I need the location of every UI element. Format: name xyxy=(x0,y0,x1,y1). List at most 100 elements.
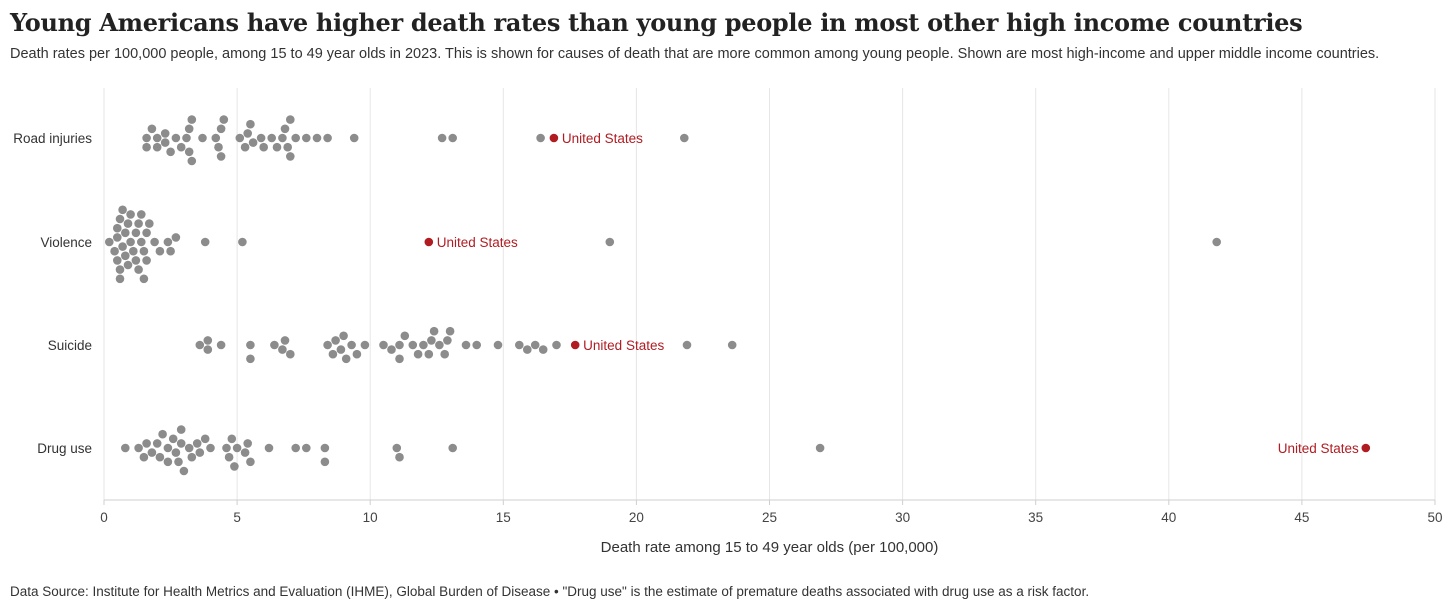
data-point-road-injuries-32[interactable] xyxy=(283,142,293,152)
data-point-suicide-18[interactable] xyxy=(360,340,370,350)
data-point-violence-33[interactable] xyxy=(200,237,210,247)
data-point-violence-11[interactable] xyxy=(121,251,130,261)
data-point-suicide-40[interactable] xyxy=(538,345,548,354)
data-point-road-injuries-11[interactable] xyxy=(184,124,194,134)
data-point-suicide-24[interactable] xyxy=(408,340,418,350)
data-point-violence-24[interactable] xyxy=(139,274,149,284)
data-point-drug-use-11[interactable] xyxy=(171,448,181,457)
data-point-road-injuries-38[interactable] xyxy=(323,133,332,143)
data-point-suicide-4[interactable] xyxy=(246,340,255,350)
data-point-road-injuries-1[interactable] xyxy=(142,142,151,152)
data-point-road-injuries-31[interactable] xyxy=(280,124,290,134)
data-point-road-injuries-18[interactable] xyxy=(216,124,226,134)
data-point-suicide-27[interactable] xyxy=(424,349,434,359)
data-point-suicide-12[interactable] xyxy=(331,336,340,345)
data-point-road-injuries-39[interactable] xyxy=(349,133,359,143)
data-point-violence-36[interactable] xyxy=(1212,237,1221,247)
data-point-road-injuries-30[interactable] xyxy=(278,133,287,143)
data-point-road-injuries-26[interactable] xyxy=(256,133,266,143)
data-point-violence-7[interactable] xyxy=(115,274,125,284)
data-point-drug-use-19[interactable] xyxy=(195,448,205,457)
data-point-drug-use-26[interactable] xyxy=(232,443,242,453)
data-point-suicide-22[interactable] xyxy=(395,354,404,364)
data-point-violence-27[interactable] xyxy=(145,219,154,228)
data-point-violence-3[interactable] xyxy=(113,223,122,233)
data-point-suicide-17[interactable] xyxy=(352,349,362,359)
data-point-road-injuries-43[interactable] xyxy=(680,133,689,143)
data-point-drug-use-31[interactable] xyxy=(291,443,301,453)
data-point-drug-use-12[interactable] xyxy=(174,457,183,467)
data-point-road-injuries-41[interactable] xyxy=(448,133,458,143)
data-point-suicide-23[interactable] xyxy=(400,331,410,341)
data-point-road-injuries-17[interactable] xyxy=(214,142,223,152)
highlight-point-road-injuries[interactable] xyxy=(549,133,559,143)
data-point-suicide-25[interactable] xyxy=(413,349,423,359)
data-point-suicide-43[interactable] xyxy=(727,340,737,350)
data-point-suicide-35[interactable] xyxy=(472,340,482,350)
data-point-suicide-0[interactable] xyxy=(195,340,205,350)
data-point-road-injuries-16[interactable] xyxy=(211,133,221,143)
data-point-suicide-13[interactable] xyxy=(336,345,346,354)
data-point-drug-use-8[interactable] xyxy=(163,443,173,453)
data-point-drug-use-15[interactable] xyxy=(179,466,189,476)
data-point-suicide-39[interactable] xyxy=(530,340,540,350)
data-point-drug-use-36[interactable] xyxy=(395,452,404,462)
data-point-suicide-10[interactable] xyxy=(323,340,332,350)
data-point-suicide-38[interactable] xyxy=(523,345,532,354)
highlight-point-violence[interactable] xyxy=(424,237,434,247)
data-point-road-injuries-14[interactable] xyxy=(187,156,197,166)
data-point-violence-22[interactable] xyxy=(137,210,146,219)
data-point-violence-15[interactable] xyxy=(126,210,135,219)
data-point-drug-use-27[interactable] xyxy=(240,448,250,457)
data-point-suicide-5[interactable] xyxy=(246,354,255,364)
data-point-drug-use-25[interactable] xyxy=(230,462,239,471)
data-point-drug-use-28[interactable] xyxy=(243,439,252,448)
data-point-violence-4[interactable] xyxy=(113,256,122,265)
data-point-road-injuries-22[interactable] xyxy=(240,142,250,152)
data-point-suicide-9[interactable] xyxy=(286,349,295,359)
data-point-violence-35[interactable] xyxy=(605,237,615,247)
data-point-violence-13[interactable] xyxy=(123,260,133,270)
data-point-drug-use-32[interactable] xyxy=(302,443,311,453)
data-point-suicide-14[interactable] xyxy=(339,331,348,341)
data-point-road-injuries-33[interactable] xyxy=(286,152,295,161)
data-point-drug-use-5[interactable] xyxy=(152,439,162,448)
data-point-drug-use-13[interactable] xyxy=(176,439,186,448)
data-point-suicide-21[interactable] xyxy=(395,340,404,350)
data-point-violence-29[interactable] xyxy=(155,246,165,256)
data-point-suicide-36[interactable] xyxy=(493,340,503,350)
data-point-suicide-33[interactable] xyxy=(445,326,455,336)
data-point-violence-20[interactable] xyxy=(134,265,143,274)
data-point-road-injuries-27[interactable] xyxy=(259,142,269,152)
data-point-violence-17[interactable] xyxy=(131,228,141,238)
highlight-point-suicide[interactable] xyxy=(570,340,580,350)
data-point-suicide-8[interactable] xyxy=(280,336,290,345)
data-point-drug-use-3[interactable] xyxy=(142,439,151,448)
data-point-suicide-7[interactable] xyxy=(278,345,287,354)
data-point-violence-25[interactable] xyxy=(142,228,151,238)
data-point-violence-30[interactable] xyxy=(163,237,173,247)
data-point-suicide-37[interactable] xyxy=(515,340,524,350)
data-point-drug-use-34[interactable] xyxy=(320,457,330,467)
data-point-drug-use-33[interactable] xyxy=(320,443,330,453)
data-point-suicide-3[interactable] xyxy=(216,340,226,350)
data-point-violence-19[interactable] xyxy=(134,219,143,228)
data-point-drug-use-9[interactable] xyxy=(163,457,173,467)
data-point-violence-12[interactable] xyxy=(123,219,133,228)
data-point-road-injuries-24[interactable] xyxy=(246,119,255,129)
data-point-violence-6[interactable] xyxy=(115,265,125,274)
data-point-road-injuries-36[interactable] xyxy=(302,133,311,143)
data-point-drug-use-0[interactable] xyxy=(121,443,130,453)
data-point-suicide-26[interactable] xyxy=(419,340,428,350)
data-point-suicide-6[interactable] xyxy=(270,340,279,350)
data-point-drug-use-37[interactable] xyxy=(448,443,458,453)
data-point-suicide-15[interactable] xyxy=(341,354,351,364)
data-point-drug-use-17[interactable] xyxy=(187,452,197,462)
data-point-violence-16[interactable] xyxy=(129,246,138,256)
data-point-road-injuries-5[interactable] xyxy=(160,138,170,147)
data-point-road-injuries-6[interactable] xyxy=(160,129,170,138)
data-point-road-injuries-28[interactable] xyxy=(267,133,277,143)
data-point-road-injuries-12[interactable] xyxy=(184,147,194,157)
data-point-violence-18[interactable] xyxy=(131,256,141,265)
data-point-road-injuries-34[interactable] xyxy=(286,115,295,124)
